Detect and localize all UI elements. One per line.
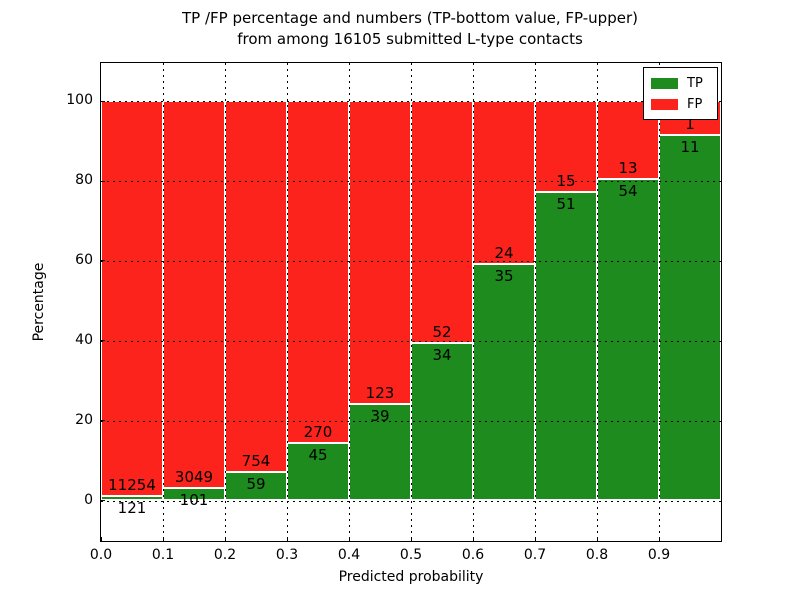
x-tick-label: 0.1 [151, 547, 175, 563]
tp-count-label: 45 [308, 446, 328, 465]
y-tick-mark [101, 500, 105, 501]
x-tick-label: 0.6 [461, 547, 485, 563]
fp-count-label: 270 [303, 423, 333, 442]
fp-count-label: 1 [685, 114, 695, 133]
fp-swatch [651, 99, 678, 110]
y-tick-label: 40 [75, 331, 93, 348]
bar-tp-segment [535, 192, 597, 501]
tp-count-label: 101 [179, 490, 209, 509]
y-tick-mark [101, 180, 105, 182]
tp-count-label: 35 [494, 266, 514, 285]
bar-tp-segment [659, 134, 721, 501]
bar-fp-segment [473, 101, 535, 264]
v-gridline [225, 63, 226, 541]
x-tick-label: 0.4 [337, 547, 361, 563]
fp-count-label: 754 [241, 451, 271, 470]
y-tick-label: 20 [75, 411, 93, 428]
legend-item-fp: FP [651, 94, 717, 115]
v-gridline [163, 63, 164, 541]
x-tick-label: 0.5 [399, 547, 423, 563]
bar-tp-segment [597, 178, 659, 501]
x-axis-label: Predicted probability [338, 569, 484, 585]
bar-tp-segment [473, 263, 535, 501]
x-tick-mark [534, 537, 536, 541]
y-tick-mark [101, 420, 105, 422]
chart-title-line2: from among 16105 submitted L-type contac… [237, 30, 583, 48]
y-tick-mark [101, 340, 105, 342]
v-gridline [287, 63, 288, 541]
tp-count-label: 51 [556, 195, 576, 214]
v-gridline [597, 63, 598, 541]
legend-item-tp: TP [651, 73, 717, 94]
bar-tp-segment [101, 496, 163, 501]
tp-count-label: 59 [246, 474, 266, 493]
x-tick-mark [224, 537, 226, 541]
x-tick-mark [286, 537, 288, 541]
x-tick-label: 0.0 [89, 547, 113, 563]
legend-label-tp: TP [687, 76, 703, 91]
tp-count-label: 11 [680, 137, 700, 156]
v-gridline [473, 63, 474, 541]
tp-count-label: 121 [117, 499, 147, 518]
fp-count-label: 24 [494, 243, 514, 262]
fp-count-label: 52 [432, 322, 452, 341]
x-tick-mark [472, 537, 474, 541]
x-tick-mark [162, 537, 164, 541]
v-gridline [411, 63, 412, 541]
bar-fp-segment [349, 101, 411, 405]
y-tick-label: 100 [66, 92, 93, 109]
chart-title: TP /FP percentage and numbers (TP-bottom… [100, 8, 720, 50]
y-tick-mark [101, 100, 105, 102]
fp-count-label: 3049 [174, 467, 214, 486]
y-tick-label: 60 [75, 251, 93, 268]
bar-fp-segment [225, 101, 287, 472]
v-gridline [659, 63, 660, 541]
fp-count-label: 15 [556, 172, 576, 191]
x-tick-mark [596, 537, 598, 541]
tp-count-label: 54 [618, 181, 638, 200]
bar-fp-segment [101, 101, 163, 497]
tp-swatch [651, 78, 678, 89]
y-axis-label: Percentage [31, 262, 47, 342]
y-tick-label: 0 [84, 491, 93, 508]
fp-count-label: 123 [365, 384, 395, 403]
x-tick-label: 0.7 [523, 547, 547, 563]
fp-count-label: 13 [618, 158, 638, 177]
tp-count-label: 34 [432, 345, 452, 364]
v-gridline [349, 63, 350, 541]
bar-fp-segment [411, 101, 473, 343]
y-tick-mark [101, 260, 105, 262]
x-tick-mark [348, 537, 350, 541]
y-tick-label: 80 [75, 172, 93, 189]
plot-area: 11254 121 3049 101 754 59 270 45 123 39 52 34 24 35 15… [31, 62, 722, 585]
chart-title-line1: TP /FP percentage and numbers (TP-bottom… [182, 9, 638, 27]
bar-fp-segment [287, 101, 349, 444]
x-tick-mark [658, 537, 660, 541]
bar-fp-segment [163, 101, 225, 488]
x-tick-label: 0.9 [647, 547, 671, 563]
legend: TP FP [643, 67, 718, 120]
x-tick-label: 0.8 [585, 547, 609, 563]
x-tick-label: 0.3 [275, 547, 299, 563]
fp-count-label: 11254 [108, 476, 156, 495]
legend-label-fp: FP [687, 97, 703, 112]
x-tick-mark [101, 537, 102, 541]
tp-count-label: 39 [370, 407, 390, 426]
x-tick-mark [410, 537, 412, 541]
v-gridline [535, 63, 536, 541]
x-tick-label: 0.2 [213, 547, 237, 563]
